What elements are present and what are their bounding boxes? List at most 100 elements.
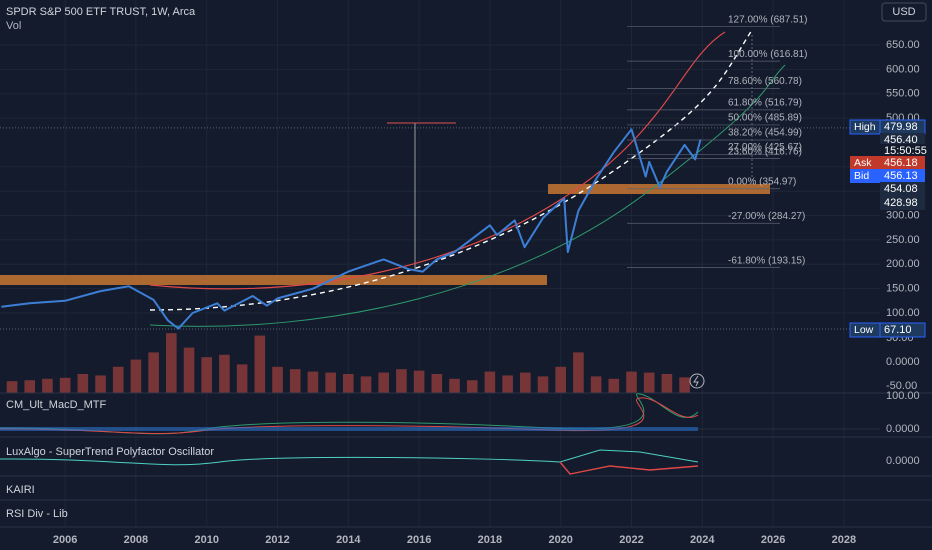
price-tag-value: 454.08	[884, 183, 918, 195]
price-tag-value: 428.98	[884, 197, 918, 209]
volume-bar	[343, 373, 354, 393]
fib-label: 61.80% (516.79)	[728, 98, 802, 109]
volume-bar	[466, 380, 478, 393]
volume-bar	[236, 364, 248, 393]
volume-bar	[413, 370, 425, 393]
price-tag-value: 67.10	[884, 324, 912, 336]
parabola-curve	[149, 31, 726, 290]
volume-bar	[6, 381, 18, 393]
volume-bar	[396, 369, 407, 393]
price-tag-value-box	[879, 322, 926, 338]
x-tick-label: 2020	[548, 534, 572, 546]
pane-title: CM_Ult_MacD_MTF	[6, 399, 107, 411]
fib-label: 50.00% (485.89)	[728, 113, 802, 124]
pane-title: KAIRI	[6, 484, 35, 496]
panes: CM_Ult_MacD_MTF LuxAlgo - SuperTrend Poly…	[6, 399, 214, 520]
fib-label: -61.80% (193.15)	[728, 255, 805, 266]
chart-title: SPDR S&P 500 ETF TRUST, 1W, Arca	[6, 6, 196, 18]
price-tag-value-box	[880, 169, 925, 183]
fib-label: 0.00% (354.97)	[728, 176, 796, 187]
zone-box	[0, 275, 547, 285]
volume-bar	[130, 359, 142, 393]
volume-bar	[449, 378, 460, 393]
volume-tick-label: -50.00	[886, 380, 917, 392]
volume-bar	[166, 333, 177, 393]
price-tag-box	[850, 156, 880, 170]
x-tick-label: 2018	[478, 534, 502, 546]
volume-bar	[378, 372, 390, 393]
currency-label: USD	[892, 6, 915, 18]
volume-bar	[148, 352, 159, 393]
pane-tick-label: 0.0000	[886, 423, 920, 435]
pane-title: RSI Div - Lib	[6, 508, 68, 520]
price-tag-value-box	[880, 144, 925, 158]
indicator-histogram	[0, 427, 698, 431]
volume-bar	[661, 373, 673, 393]
price	[1, 128, 702, 330]
price-tag-value-box	[880, 182, 925, 196]
volume-bar	[42, 378, 53, 393]
icon[interactable]	[689, 373, 705, 389]
volume-bar	[626, 371, 637, 393]
indicator-line	[0, 449, 699, 466]
y-tick-label: 100.00	[886, 307, 920, 319]
volume-bar	[183, 347, 195, 393]
volume-tick-label: 0.0000	[886, 356, 920, 368]
volume-bar	[59, 377, 71, 393]
currency-button[interactable]	[881, 2, 927, 22]
volume-bar	[325, 372, 336, 393]
price-line	[1, 128, 702, 330]
fib-label: 127.00% (687.51)	[728, 14, 808, 25]
pane-title: LuxAlgo - SuperTrend Polyfactor Oscillat…	[6, 446, 214, 458]
volume-bar	[484, 371, 496, 393]
y-tick-label: 300.00	[886, 209, 920, 221]
fib-label: 78.60% (560.78)	[728, 76, 802, 87]
price-tag-value: 456.13	[884, 170, 918, 182]
x-tick-label: 2010	[194, 534, 218, 546]
icon	[693, 375, 699, 387]
x-tick-label: 2014	[336, 534, 361, 546]
y-tick-label: 550.00	[886, 88, 920, 100]
pane-tick-label: 100.00	[886, 390, 920, 402]
fib-levels: 127.00% (687.51) 100.00% (616.81) 78.60% (…	[627, 14, 808, 268]
volume	[6, 333, 690, 393]
volume-bar	[555, 366, 567, 393]
indicator-line	[559, 461, 699, 475]
volume-bar	[112, 366, 124, 393]
x-tick-label: 2016	[407, 534, 431, 546]
volume-bar	[307, 371, 319, 393]
volume-bar	[590, 376, 602, 393]
volume-bar	[573, 352, 584, 393]
volume-bar	[219, 354, 230, 393]
parabola-curve	[149, 64, 786, 327]
parabola-curve	[149, 29, 753, 311]
volume-bar	[679, 377, 690, 393]
fib-label: 27.00% (425.67)	[728, 142, 802, 153]
price-tag-box	[850, 169, 880, 183]
volume-bar	[502, 375, 513, 393]
price-tag-value: 15:50:55	[884, 145, 927, 157]
pane-tick-label: 0.0000	[886, 455, 920, 467]
volume-bar	[254, 335, 266, 393]
volume-bar	[24, 380, 36, 393]
price-tag-value-box	[880, 133, 925, 147]
volume-bar	[95, 375, 106, 393]
y-tick-label: 600.00	[886, 63, 920, 75]
volume-bar	[360, 376, 372, 393]
y-tick-label: 650.00	[886, 39, 920, 51]
y-tick-label: 150.00	[886, 283, 920, 295]
volume-bar	[643, 372, 655, 393]
price-tag-name: High	[854, 121, 876, 133]
volume-bar	[537, 376, 549, 393]
fib-label: 38.20% (454.99)	[728, 128, 802, 139]
price-tag-value-box	[880, 196, 925, 210]
price-tag-value-box	[880, 156, 925, 170]
x-tick-label: 2028	[832, 534, 856, 546]
price-tag-name: Bid	[854, 170, 869, 182]
x-tick-label: 2008	[124, 534, 148, 546]
x-tick-label: 2024	[690, 534, 715, 546]
y-tick-label: 200.00	[886, 258, 920, 270]
fib-label: -27.00% (284.27)	[728, 211, 805, 222]
volume-bar	[289, 369, 301, 393]
